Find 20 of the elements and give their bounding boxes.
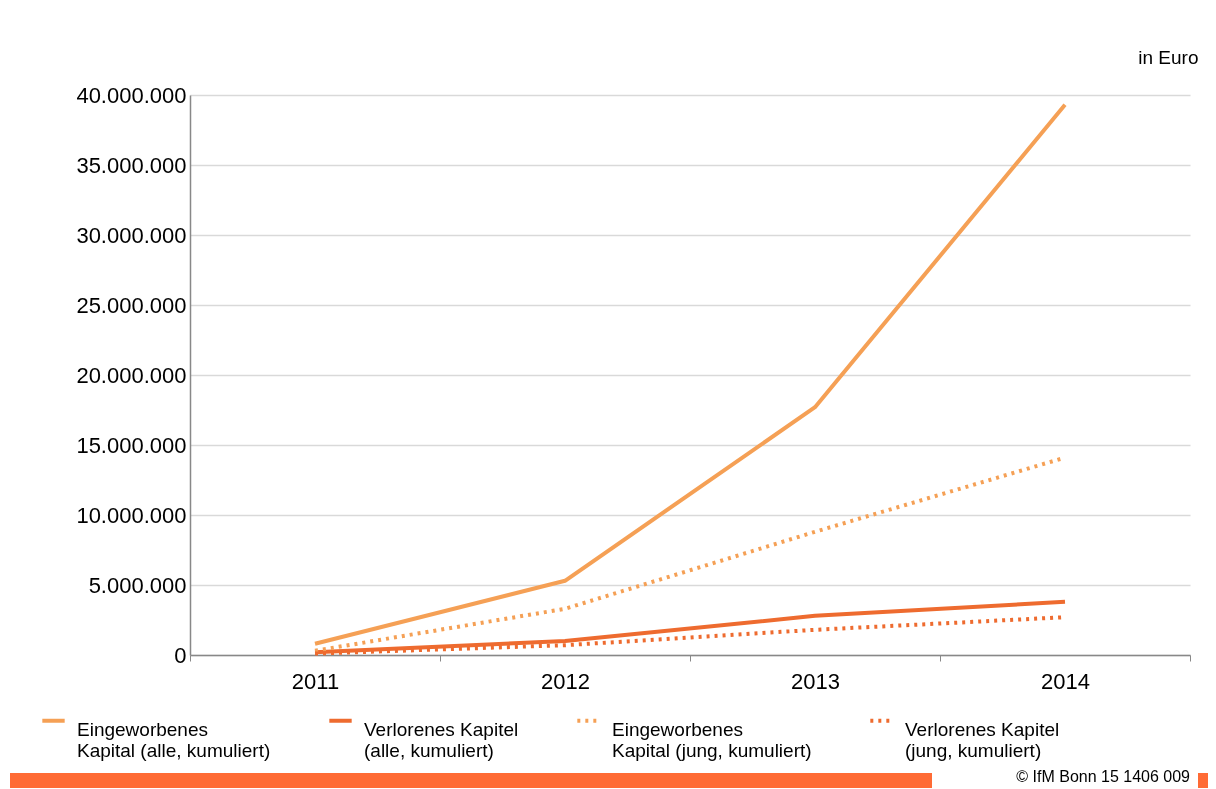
- y-tick-label: 30.000.000: [76, 222, 187, 248]
- x-tick-label: 2014: [1041, 668, 1090, 694]
- line-series: [313, 102, 1067, 646]
- text: © IfM Bonn 15 1406 009: [1015, 768, 1190, 786]
- y-tick-label: 20.000.000: [76, 362, 187, 388]
- legend-label: Eingeworbenes Kapital (alle, kumuliert): [77, 718, 271, 761]
- legend-label: Eingeworbenes Kapital (jung, kumuliert): [612, 718, 812, 761]
- x-tick-label: 2013: [791, 668, 840, 694]
- x-tick-label: 2012: [541, 668, 590, 694]
- legend-label: Verlorenes Kapitel (alle, kumuliert): [364, 718, 519, 761]
- y-tick-label: 15.000.000: [76, 432, 187, 458]
- y-tick-label: 35.000.000: [76, 152, 187, 178]
- y-tick-label: 5.000.000: [88, 572, 187, 598]
- legend-label: Verlorenes Kapitel (jung, kumuliert): [905, 718, 1060, 761]
- y-tick-label: 0: [174, 642, 187, 668]
- x-tick-label: 2011: [291, 668, 340, 694]
- y-tick-label: 10.000.000: [76, 502, 187, 528]
- y-tick-label: 25.000.000: [76, 292, 187, 318]
- y-axis-title: in Euro: [1138, 46, 1199, 68]
- y-tick-label: 40.000.000: [76, 82, 187, 108]
